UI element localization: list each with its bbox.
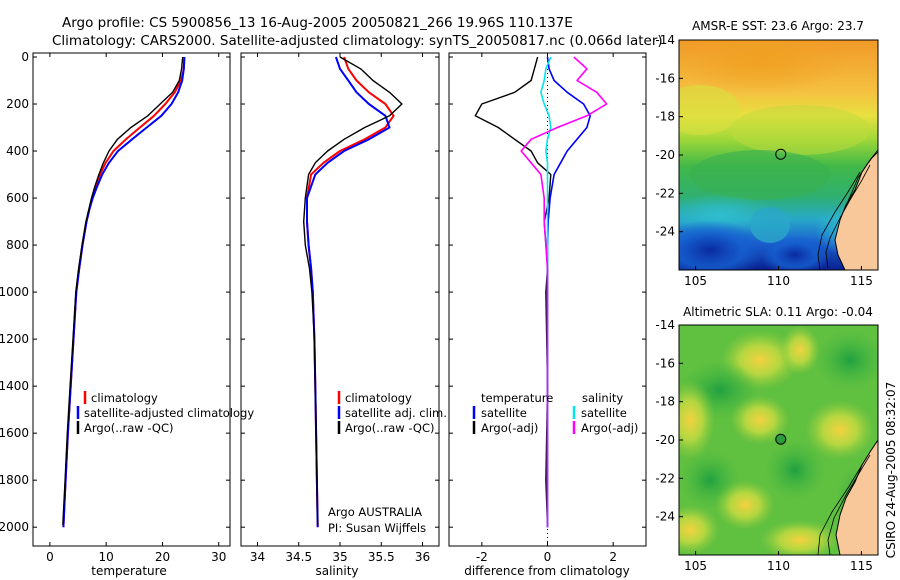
legend-label-salinity-satellite: satellite: [581, 406, 627, 420]
x-tick-label: 34.5: [285, 550, 312, 564]
series-line-climatology: [62, 56, 186, 528]
y-tick-label: 1000: [0, 285, 29, 299]
argo-position-circle: [775, 433, 787, 445]
x-tick-label: 35.5: [368, 550, 395, 564]
legend-label-temperature-argo: Argo(-adj): [481, 421, 538, 435]
y-tick-label: 0: [21, 50, 29, 64]
salinity-legend: climatology satellite adj. clim. Argo(..…: [328, 391, 447, 535]
depth-axis: 0 200 400 600 800 1000 1200 1400 1600 1800 2000: [0, 50, 646, 534]
sst-argo-position-marker: [775, 148, 787, 160]
legend-label-temperature-satellite: satellite: [481, 406, 527, 420]
float-annotation-line2: PI: Susan Wijffels: [328, 521, 426, 535]
legend-header-temperature: temperature: [481, 391, 553, 405]
float-annotation-line1: Argo AUSTRALIA: [328, 505, 422, 519]
series-line-argo: [303, 56, 403, 525]
x-tick-label: 10: [99, 550, 114, 564]
map-y-tick-label: -16: [655, 356, 675, 370]
map-y-tick-label: -20: [655, 148, 675, 162]
legend-header-salinity: salinity: [582, 391, 623, 405]
temperature-x-axis: 0 10 20 30: [46, 53, 226, 564]
x-tick-label: 30: [211, 550, 226, 564]
y-tick-label: 400: [6, 144, 29, 158]
figure-title-line2: Climatology: CARS2000. Satellite-adjuste…: [52, 33, 663, 49]
series-line-argo: [62, 56, 184, 525]
map-y-tick-label: -24: [655, 510, 675, 524]
map-y-tick-label: -22: [655, 471, 675, 485]
y-tick-label: 800: [6, 238, 29, 252]
legend-label-climatology: climatology: [345, 391, 412, 405]
map-y-tick-label: -22: [655, 186, 675, 200]
y-tick-label: 1800: [0, 473, 29, 487]
series-line-satellite: [306, 56, 391, 528]
map-x-tick-label: 105: [684, 274, 707, 288]
difference-x-axis: -2 0 2: [476, 53, 617, 564]
y-tick-label: 600: [6, 191, 29, 205]
x-tick-label: -2: [476, 550, 488, 564]
y-tick-label: 2000: [0, 520, 29, 534]
series-line-satellite: [62, 56, 186, 528]
y-tick-label: 1200: [0, 332, 29, 346]
argo-position-circle: [775, 148, 787, 160]
map-y-tick-label: -14: [655, 318, 675, 332]
map-x-tick-label: 105: [684, 559, 707, 573]
sla-argo-position-marker: [775, 433, 787, 445]
legend-label-satellite: satellite adj. clim.: [345, 406, 447, 420]
sst-map-image: [679, 40, 878, 270]
y-tick-label: 1600: [0, 426, 29, 440]
map-y-tick-label: -18: [655, 110, 675, 124]
map-y-tick-label: -20: [655, 433, 675, 447]
sst-map-title: AMSR-E SST: 23.6 Argo: 23.7: [692, 19, 864, 33]
salinity-series: [303, 56, 403, 528]
salinity-panel-frame: [240, 52, 440, 547]
figure-title-line1: Argo profile: CS 5900856_13 16-Aug-2005 …: [62, 15, 573, 31]
series-line-climatology: [306, 56, 395, 528]
x-tick-label: 0: [46, 550, 54, 564]
x-tick-label: 36: [415, 550, 430, 564]
x-tick-label: 2: [609, 550, 617, 564]
sst-map-axes: 105 110 115 -14 -16 -18 -20 -22 -24: [655, 33, 872, 288]
sla-map-axes: 105 110 115 -14 -16 -18 -20 -22 -24: [655, 318, 872, 573]
x-tick-label: 35: [332, 550, 347, 564]
legend-label-argo: Argo(..raw -QC): [84, 421, 174, 435]
temperature-series: [62, 56, 186, 528]
map-y-tick-label: -16: [655, 71, 675, 85]
legend-label-satellite: satellite-adjusted climatology: [84, 406, 254, 420]
map-x-tick-label: 115: [850, 274, 873, 288]
map-x-tick-label: 110: [767, 274, 790, 288]
x-tick-label: 20: [155, 550, 170, 564]
series-line-temperature-argo: [474, 56, 552, 528]
map-x-tick-label: 115: [850, 559, 873, 573]
legend-label-climatology: climatology: [91, 391, 158, 405]
temperature-panel-frame: [32, 52, 231, 547]
legend-label-salinity-argo: Argo(-adj): [581, 421, 638, 435]
x-tick-label: 0: [544, 550, 552, 564]
sla-map-image: [679, 325, 878, 555]
csiro-timestamp-label: CSIRO 24-Aug-2005 08:32:07: [884, 382, 898, 558]
salinity-axis-label: salinity: [315, 564, 358, 578]
x-tick-label: 34: [250, 550, 265, 564]
y-tick-label: 1400: [0, 379, 29, 393]
map-y-tick-label: -14: [655, 33, 675, 47]
temperature-axis-label: temperature: [91, 564, 166, 578]
legend-label-argo: Argo(..raw -QC): [345, 421, 435, 435]
series-line-salinity-argo: [520, 56, 608, 528]
sla-map-title: Altimetric SLA: 0.11 Argo: -0.04: [683, 305, 873, 319]
salinity-x-axis: 34 34.5 35 35.5 36: [250, 53, 430, 564]
difference-axis-label: difference from climatology: [464, 564, 630, 578]
y-tick-label: 200: [6, 97, 29, 111]
map-y-tick-label: -24: [655, 225, 675, 239]
temperature-legend: climatology satellite-adjusted climatolo…: [76, 391, 254, 435]
map-y-tick-label: -18: [655, 395, 675, 409]
difference-series: [474, 56, 608, 528]
map-x-tick-label: 110: [767, 559, 790, 573]
series-line-temperature-satellite: [546, 56, 591, 528]
difference-legend: temperature salinity satellite Argo(-adj…: [472, 391, 638, 435]
